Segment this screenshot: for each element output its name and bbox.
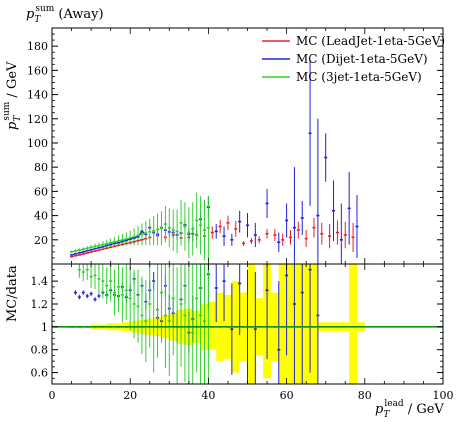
x-axis-label: pTlead / GeV xyxy=(375,399,444,420)
main-ytick-label: 180 xyxy=(27,40,48,53)
main-ytick-label: 100 xyxy=(27,137,48,150)
band-bin xyxy=(208,301,217,350)
x-axis-label-sub: T xyxy=(383,410,390,420)
x-tick-label: 100 xyxy=(433,389,454,402)
main-ylabel-suffix: / GeV xyxy=(5,61,20,102)
legend-label-leadjet: MC (LeadJet-1eta-5GeV) xyxy=(296,34,445,48)
curve-3jet xyxy=(71,232,146,253)
ratio-y-ticks: 0.6 0.8 1 1.2 1.4 xyxy=(31,269,443,380)
band-bin xyxy=(294,264,303,384)
legend: MC (LeadJet-1eta-5GeV) MC (Dijet-1eta-5G… xyxy=(262,34,445,84)
x-tick-label: 0 xyxy=(49,389,56,402)
main-ylabel-base: p xyxy=(5,121,20,130)
band-bin xyxy=(349,264,357,384)
main-ytick-label: 140 xyxy=(27,89,48,102)
band-bin xyxy=(247,264,256,384)
x-axis-label-suffix: / GeV xyxy=(404,402,445,417)
band-bin xyxy=(302,264,311,384)
x-tick-label: 80 xyxy=(358,389,372,402)
band-bin xyxy=(286,264,295,384)
band-bin xyxy=(310,264,318,384)
ratio-panel: 0.6 0.8 1 1.2 1.4 0 20 40 60 80 100 xyxy=(31,263,454,402)
main-markers xyxy=(70,60,359,264)
ratio-ytick-label: 1.2 xyxy=(31,298,49,311)
main-ytick-label: 40 xyxy=(34,210,48,223)
ratio-ytick-label: 0.8 xyxy=(31,344,49,357)
main-ytick-label: 80 xyxy=(34,161,48,174)
ratio-x-ticks: 0 20 40 60 80 100 xyxy=(49,264,454,402)
main-y-ticks: 20 40 60 80 100 120 140 160 180 xyxy=(27,33,443,259)
main-ylabel: pTsum / GeV xyxy=(2,61,23,130)
main-panel: 20 40 60 80 100 120 140 160 180 xyxy=(27,27,444,265)
x-axis-label-base: p xyxy=(375,402,384,417)
chart-title-base: p xyxy=(26,7,35,22)
ratio-ytick-label: 0.6 xyxy=(31,367,49,380)
x-tick-label: 20 xyxy=(123,389,137,402)
legend-label-3jet: MC (3jet-1eta-5GeV) xyxy=(296,70,422,84)
chart-title-sub: T xyxy=(34,15,41,25)
main-x-ticks xyxy=(51,28,444,264)
curve-dijet xyxy=(71,230,147,256)
ratio-ytick-label: 1.4 xyxy=(31,275,49,288)
x-axis-label-sup: lead xyxy=(384,399,404,409)
main-ytick-label: 20 xyxy=(34,234,48,247)
main-ytick-label: 60 xyxy=(34,185,48,198)
main-ytick-label: 120 xyxy=(27,113,48,126)
x-tick-label: 40 xyxy=(201,389,215,402)
ratio-ytick-label: 1 xyxy=(41,321,48,334)
band-bin xyxy=(278,264,287,384)
chart-title: pTsum (Away) xyxy=(26,4,104,25)
ratio-ylabel: MC/data xyxy=(5,265,20,322)
chart-title-sup: sum xyxy=(35,4,54,14)
chart-title-suffix: (Away) xyxy=(54,7,103,22)
curve-leadjet xyxy=(71,238,146,258)
main-ytick-label: 160 xyxy=(27,64,48,77)
legend-label-dijet: MC (Dijet-1eta-5GeV) xyxy=(296,52,428,66)
x-tick-label: 60 xyxy=(280,389,294,402)
main-ylabel-sub: T xyxy=(13,115,23,122)
main-ylabel-sup: sum xyxy=(2,101,12,120)
